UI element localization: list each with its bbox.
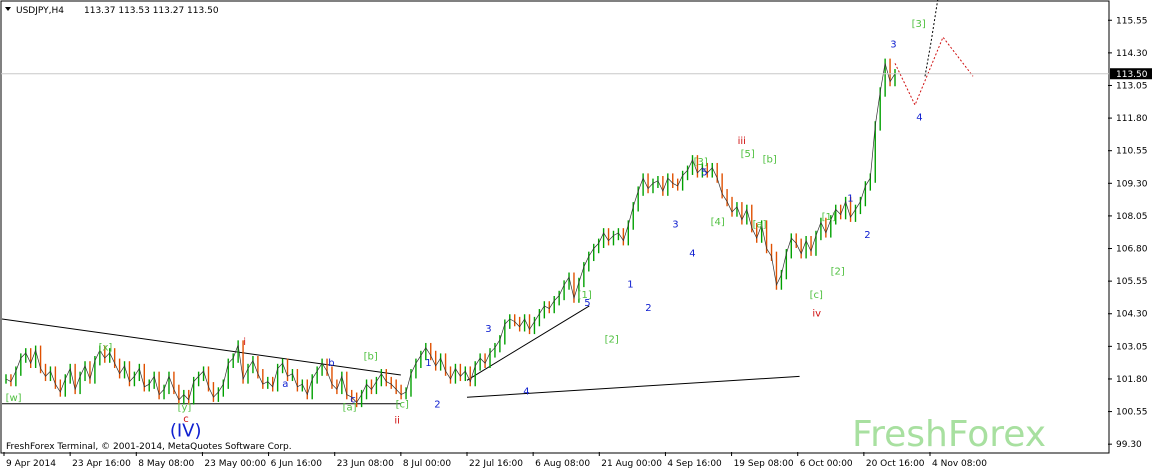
wave-label: [a]: [343, 402, 357, 413]
x-tick-label: 19 Sep 08:00: [734, 459, 794, 469]
chart-header: USDJPY,H4 113.37 113.53 113.27 113.50: [5, 6, 219, 16]
y-tick-label: 111.80: [1116, 114, 1148, 124]
trend-lines: [1, 0, 974, 405]
y-tick-label: 103.05: [1116, 342, 1148, 352]
wave-label: 3: [672, 220, 678, 231]
wave-label: (IV): [170, 420, 202, 441]
projection-path: [894, 36, 974, 107]
wave-label: [w]: [6, 393, 22, 404]
current-price-marker: 113.50: [1110, 68, 1152, 80]
watermark-logo: FreshForex: [852, 414, 1046, 455]
wave-label: c: [183, 414, 189, 425]
wave-label: ii: [394, 415, 400, 426]
wave-label: 2: [864, 230, 870, 241]
y-tick-label: 108.05: [1116, 212, 1148, 222]
dropdown-arrow-icon[interactable]: [5, 7, 11, 11]
x-tick-label: 4 Sep 16:00: [667, 459, 722, 469]
y-tick-label: 106.80: [1116, 245, 1148, 255]
price-line: [5, 63, 896, 403]
wave-label: [y]: [178, 402, 192, 413]
wave-label: [3]: [912, 19, 926, 30]
wave-label: a: [282, 379, 288, 390]
ohlc-label: 113.37 113.53 113.27 113.50: [84, 6, 219, 16]
x-tick-label: 6 Oct 00:00: [800, 459, 853, 469]
wave-label: 1: [425, 358, 431, 369]
x-tick-label: 9 Apr 2014: [6, 459, 56, 469]
symbol-label: USDJPY,H4: [16, 6, 64, 16]
projection-path: [924, 0, 939, 77]
trend-line: [1, 318, 401, 376]
x-tick-label: 20 Oct 16:00: [866, 459, 925, 469]
y-axis: 115.55 114.30 113.05 111.80 110.55 109.30 108.…: [1108, 16, 1148, 450]
wave-label: 3: [485, 324, 491, 335]
wave-annotations: [w][x][y]c(IV)iabc[a][b][c]ii12345[1][2]…: [6, 19, 926, 442]
x-tick-label: 6 Aug 08:00: [535, 459, 590, 469]
x-axis: 9 Apr 2014 23 Apr 16:00 8 May 08:00 23 May …: [3, 452, 987, 469]
y-tick-label: 99.30: [1116, 440, 1142, 450]
x-tick-label: 8 May 08:00: [138, 459, 194, 469]
wave-label: c: [350, 394, 356, 405]
wave-label: b: [328, 358, 334, 369]
trend-line: [466, 375, 800, 398]
wave-label: [2]: [605, 334, 619, 345]
wave-label: iii: [738, 136, 746, 147]
wave-label: iv: [812, 308, 821, 319]
wave-label: 4: [523, 387, 529, 398]
x-tick-label: 23 Jun 08:00: [337, 459, 394, 469]
wave-label: [c]: [396, 400, 409, 411]
y-tick-label: 101.80: [1116, 375, 1148, 385]
wave-label: [1]: [822, 212, 836, 223]
wave-label: [b]: [364, 351, 378, 362]
x-tick-label: 23 May 00:00: [204, 459, 266, 469]
wave-label: [1]: [578, 290, 592, 301]
wave-label: [a]: [753, 220, 767, 231]
wave-label: 1: [627, 280, 633, 291]
wave-label: [2]: [831, 267, 845, 278]
wave-label: 5: [584, 298, 590, 309]
y-tick-label: 113.05: [1116, 81, 1148, 91]
wave-label: [b]: [763, 154, 777, 165]
wave-label: 5: [701, 167, 707, 178]
trend-line: [466, 305, 590, 381]
wave-label: 3: [890, 40, 896, 51]
wave-label: 4: [689, 248, 695, 259]
x-tick-label: 22 Jul 16:00: [469, 459, 523, 469]
x-tick-label: 21 Aug 00:00: [601, 459, 662, 469]
y-tick-label: 115.55: [1116, 16, 1148, 26]
plot-frame: [0, 0, 1110, 454]
wave-label: [4]: [711, 217, 725, 228]
wave-label: [x]: [99, 342, 113, 353]
x-tick-label: 23 Apr 16:00: [72, 459, 131, 469]
wave-label: [5]: [741, 149, 755, 160]
y-tick-label: 109.30: [1116, 179, 1148, 189]
y-tick-label: 110.55: [1116, 147, 1148, 157]
svg-text:113.50: 113.50: [1116, 70, 1148, 80]
x-tick-label: 4 Nov 08:00: [932, 459, 987, 469]
wave-label: [3]: [694, 157, 708, 168]
copyright-text: FreshForex Terminal, © 2001-2014, MetaQu…: [6, 442, 292, 452]
wave-label: 1: [847, 194, 853, 205]
x-tick-label: 8 Jul 00:00: [403, 459, 452, 469]
y-tick-label: 100.55: [1116, 408, 1148, 418]
wave-label: 2: [434, 400, 440, 411]
y-tick-label: 105.55: [1116, 277, 1148, 287]
y-tick-label: 104.30: [1116, 310, 1148, 320]
wave-label: [c]: [810, 290, 823, 301]
wave-label: 2: [645, 303, 651, 314]
x-tick-label: 6 Jun 16:00: [271, 459, 323, 469]
y-tick-label: 114.30: [1116, 49, 1148, 59]
price-series: [5, 58, 896, 408]
wave-label: i: [243, 337, 246, 348]
wave-label: 4: [916, 113, 922, 124]
